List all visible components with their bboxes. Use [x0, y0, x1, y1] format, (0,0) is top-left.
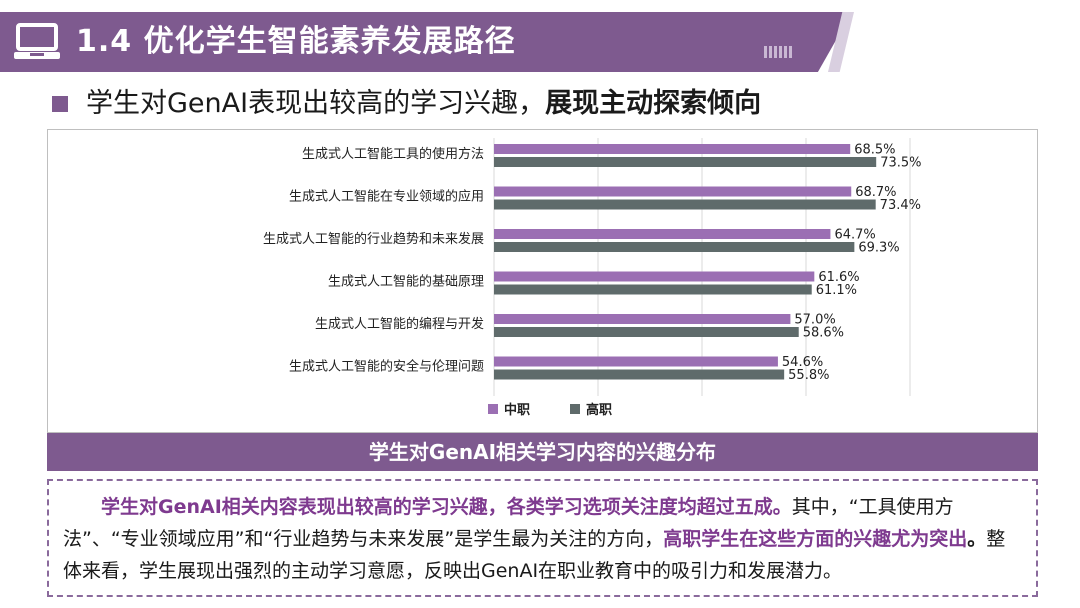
bar-chart: 生成式人工智能工具的使用方法 68.5%73.5% 生成式人工智能在专业领域的应用 6…	[263, 138, 922, 418]
bar-gaozhi	[494, 369, 785, 380]
chart-container: 生成式人工智能工具的使用方法 68.5% 73.5% 生成式人工智能在专业领域的应用 6…	[47, 129, 1038, 433]
summary-highlight-2: 高职学生在这些方面的兴趣尤为突出	[663, 528, 968, 550]
data-label: 73.4%	[880, 198, 921, 213]
data-label: 54.6%	[782, 355, 823, 370]
monitor-icon	[14, 23, 60, 59]
chart-caption: 学生对GenAI相关学习内容的兴趣分布	[47, 433, 1038, 471]
bar-zhongzhi	[494, 314, 791, 324]
category-label: 生成式人工智能的编程与开发	[315, 316, 484, 332]
banner-decoration	[764, 46, 792, 58]
legend-swatch	[570, 404, 580, 414]
bar-gaozhi	[494, 284, 812, 295]
data-label: 61.1%	[816, 283, 857, 298]
data-label: 69.3%	[858, 241, 899, 256]
bar-zhongzhi	[494, 356, 778, 367]
legend-label: 中职	[504, 402, 530, 418]
data-label: 73.5%	[880, 156, 921, 171]
subtitle-bold: 展现主动探索倾向	[545, 88, 762, 119]
category-label: 生成式人工智能工具的使用方法	[302, 146, 484, 162]
bar-zhongzhi	[494, 144, 851, 154]
page-title: 1.4 优化学生智能素养发展路径	[76, 24, 516, 59]
header-banner	[0, 12, 852, 72]
bar-gaozhi	[494, 157, 877, 167]
category-label: 生成式人工智能在专业领域的应用	[289, 189, 484, 205]
category-label: 生成式人工智能的安全与伦理问题	[289, 359, 484, 375]
data-label: 55.8%	[788, 368, 829, 383]
bar-zhongzhi	[494, 229, 831, 239]
subtitle-bullet	[52, 96, 68, 112]
summary-text: 学生对GenAI相关内容表现出较高的学习兴趣，各类学习选项关注度均超过五成。其中…	[63, 491, 1022, 587]
bar-gaozhi	[494, 242, 855, 252]
data-label: 57.0%	[794, 313, 835, 328]
bar-zhongzhi	[494, 271, 815, 282]
subtitle-normal: 学生对GenAI表现出较高的学习兴趣，	[86, 88, 546, 119]
data-label: 64.7%	[834, 228, 875, 243]
legend-label: 高职	[586, 402, 612, 418]
summary-period: 。	[967, 528, 987, 550]
bar-gaozhi	[494, 327, 799, 337]
summary-part-5: 整体来看，学生展现出强烈的主动学习意愿，反映出GenAI在职业教育中的吸引力和发…	[63, 528, 1006, 582]
data-label: 68.7%	[855, 185, 896, 200]
data-label: 68.5%	[854, 143, 895, 158]
category-label: 生成式人工智能的基础原理	[328, 274, 484, 290]
legend-swatch	[488, 404, 498, 414]
data-label: 61.6%	[818, 270, 859, 285]
summary-part-2: 其中，“工具使用方法”、“专业领域应用”和“行业趋势与未来发展”是学生最为关注的…	[63, 496, 954, 550]
summary-highlight-1: 学生对GenAI相关内容表现出较高的学习兴趣，各类学习选项关注度均超过五成。	[101, 496, 792, 518]
bar-gaozhi	[494, 199, 876, 210]
summary-box: 学生对GenAI相关内容表现出较高的学习兴趣，各类学习选项关注度均超过五成。其中…	[47, 479, 1038, 597]
category-label: 生成式人工智能的行业趋势和未来发展	[263, 231, 484, 247]
bar-zhongzhi	[494, 186, 852, 197]
data-label: 58.6%	[803, 326, 844, 341]
subtitle: 学生对GenAI表现出较高的学习兴趣，展现主动探索倾向	[86, 84, 761, 124]
